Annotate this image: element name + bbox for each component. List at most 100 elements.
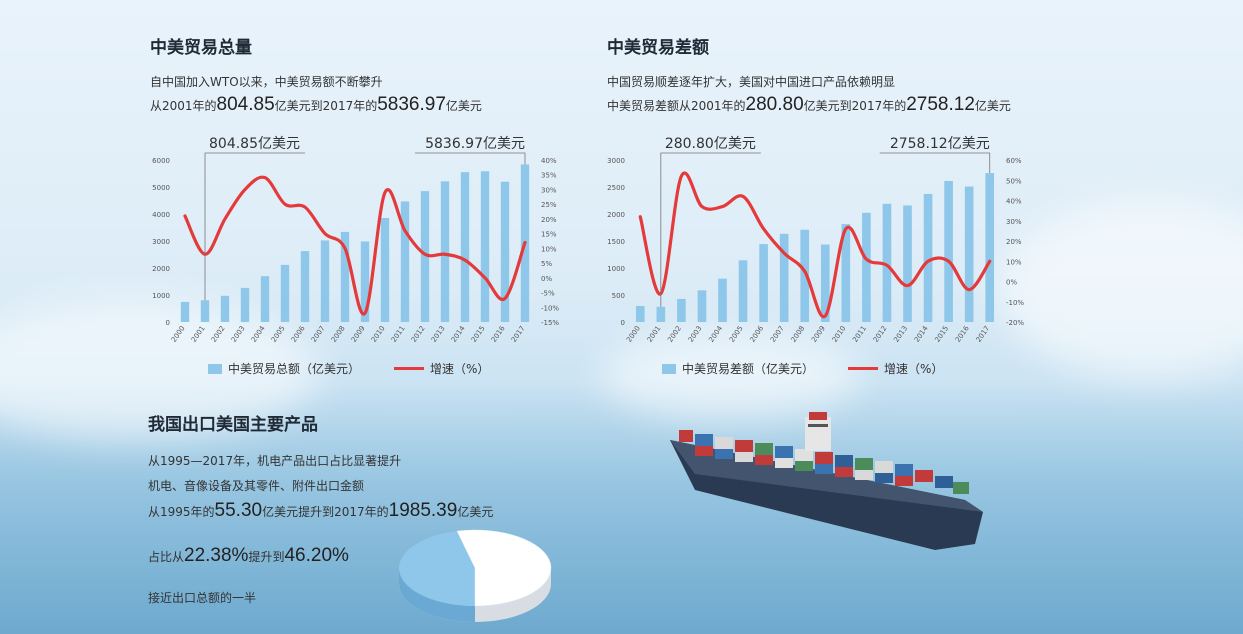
bar (738, 260, 748, 322)
x-tick-label: 2015 (933, 325, 950, 344)
callout-label-left: 280.80亿美元 (665, 136, 756, 152)
bar (200, 300, 210, 322)
x-tick-label: 2013 (430, 325, 447, 344)
bar (923, 193, 933, 322)
x-tick-label: 2012 (410, 325, 427, 344)
x-tick-label: 2012 (872, 325, 889, 344)
panel3-share-mid: 提升到 (248, 550, 285, 564)
bar (280, 264, 290, 322)
panel1-desc2-pre: 从2001年的 (150, 99, 217, 113)
panel3-share-v1: 22.38% (184, 545, 249, 566)
panel3-desc3-post: 亿美元 (457, 505, 494, 519)
bar (500, 181, 510, 322)
y-left-tick-label: 1500 (607, 238, 625, 246)
bar (800, 229, 810, 322)
bar (882, 203, 892, 322)
x-tick-label: 2000 (170, 325, 187, 344)
x-tick-label: 2008 (330, 325, 347, 344)
cloud-decoration (600, 330, 860, 420)
x-tick-label: 2009 (810, 325, 827, 344)
bar (360, 241, 370, 322)
y-left-tick-label: 1000 (152, 292, 170, 300)
panel3-share-v2: 46.20% (284, 545, 349, 566)
y-right-tick-label: 25% (541, 201, 557, 209)
panel2-desc2-v2: 2758.12 (906, 94, 975, 115)
y-left-tick-label: 6000 (152, 157, 170, 165)
x-tick-label: 2010 (831, 325, 848, 344)
bar (300, 251, 310, 322)
pie-slice-mechanical-electrical (399, 531, 475, 606)
x-tick-label: 2007 (769, 325, 786, 344)
callout-label-right: 5836.97亿美元 (425, 136, 525, 152)
callout-label-right: 2758.12亿美元 (890, 136, 990, 152)
panel3-title: 我国出口美国主要产品 (148, 415, 318, 435)
panel3-desc3: 从1995年的55.30亿美元提升到2017年的1985.39亿美元 (148, 500, 493, 522)
bar (420, 191, 430, 322)
growth-rate-line (638, 171, 992, 319)
y-left-tick-label: 5000 (152, 184, 170, 192)
legend-bar-swatch (662, 363, 676, 374)
trade-balance-chart: 0 500 1000 1500 2000 2500 3000 -20% -10% 0% 10% 20%… (607, 136, 1024, 344)
panel3-desc2: 机电、音像设备及其零件、附件出口金额 (148, 479, 365, 493)
legend-line-label: 增速（%） (884, 362, 944, 376)
x-tick-label: 2013 (892, 325, 909, 344)
x-tick-label: 2017 (975, 325, 992, 344)
x-tick-label: 2016 (490, 324, 507, 344)
bar (440, 181, 450, 322)
bar (677, 298, 686, 322)
bar (779, 233, 789, 322)
bar (240, 287, 250, 322)
x-tick-label: 2009 (350, 325, 367, 344)
y-right-tick-label: 5% (541, 260, 552, 268)
x-tick-label: 2016 (954, 324, 971, 344)
y-right-tick-label: 0% (1006, 279, 1017, 287)
pie-slice-side-blue (399, 568, 475, 622)
y-right-tick-label: -5% (541, 290, 555, 298)
panel3-desc3-pre: 从1995年的 (148, 505, 215, 519)
chart1-legend: 中美贸易总额（亿美元） 增速（%） (208, 360, 489, 377)
x-tick-label: 2017 (510, 325, 527, 344)
cloud-decoration (1000, 200, 1243, 380)
x-tick-label: 2002 (210, 325, 227, 344)
callout-leader-left (660, 152, 761, 307)
bar (340, 231, 350, 322)
panel2-desc1: 中国贸易顺差逐年扩大，美国对中国进口产品依赖明显 (607, 75, 896, 89)
legend-bar-label: 中美贸易差额（亿美元） (682, 362, 815, 376)
panel2-desc2-v1: 280.80 (745, 94, 804, 115)
legend-line-swatch (848, 367, 879, 370)
pie-slice-other (456, 529, 552, 607)
legend-line-swatch (394, 367, 425, 370)
panel3-desc1: 从1995—2017年，机电产品出口占比显著提升 (148, 454, 402, 468)
bar (220, 295, 230, 322)
y-right-tick-label: 60% (1006, 157, 1022, 165)
legend-line-label: 增速（%） (430, 362, 490, 376)
y-right-tick-label: 20% (1006, 238, 1022, 246)
y-left-tick-label: 0 (621, 319, 625, 327)
y-left-tick-label: 3000 (607, 157, 625, 165)
bar (400, 201, 410, 322)
panel1-title: 中美贸易总量 (150, 38, 252, 58)
x-tick-label: 2015 (470, 325, 487, 344)
panel2-desc2-post: 亿美元 (974, 99, 1011, 113)
bar (697, 290, 707, 322)
bar (903, 205, 912, 322)
panel3-desc3-v1: 55.30 (214, 500, 263, 521)
panel3-desc3-mid: 亿美元提升到2017年的 (262, 505, 389, 519)
y-right-tick-label: 30% (1006, 218, 1022, 226)
y-right-tick-label: 50% (1006, 177, 1022, 185)
chart2-legend: 中美贸易差额（亿美元） 增速（%） (662, 360, 943, 377)
x-tick-label: 2010 (370, 325, 387, 344)
bar (635, 305, 645, 322)
bar (260, 276, 270, 322)
legend-bar-swatch (208, 363, 222, 374)
y-left-tick-label: 500 (612, 292, 625, 300)
x-tick-label: 2007 (310, 325, 327, 344)
panel3-desc5: 接近出口总额的一半 (148, 591, 257, 605)
bar (718, 278, 727, 322)
panel2-desc2: 中美贸易差额从2001年的280.80亿美元到2017年的2758.12亿美元 (607, 94, 1011, 116)
bar (380, 217, 390, 322)
bar (656, 306, 666, 322)
bar (964, 186, 974, 322)
y-right-tick-label: 10% (1006, 258, 1022, 266)
y-left-tick-label: 0 (166, 319, 170, 327)
